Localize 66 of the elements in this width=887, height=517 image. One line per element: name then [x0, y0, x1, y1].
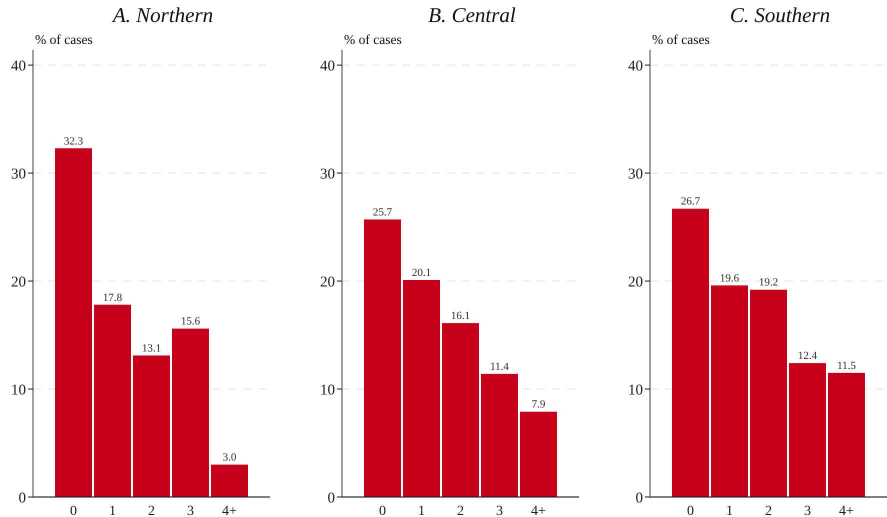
data-label: 3.0: [222, 452, 237, 464]
bar: [789, 363, 826, 497]
y-tick-label: 10: [628, 382, 643, 398]
x-tick-label: 1: [418, 504, 425, 517]
data-label: 11.5: [837, 360, 856, 372]
y-tick-label: 0: [18, 490, 26, 506]
bar: [133, 356, 170, 497]
y-tick-label: 40: [11, 58, 26, 74]
x-tick-label: 4+: [531, 504, 546, 517]
x-tick-label: 0: [379, 504, 386, 517]
chart-title: B. Central: [427, 3, 517, 28]
bar: [55, 148, 92, 497]
x-tick-label: 3: [804, 504, 811, 517]
data-label: 19.6: [720, 272, 740, 284]
bar: [672, 208, 709, 497]
bar: [403, 280, 440, 497]
x-tick-label: 1: [109, 504, 116, 517]
data-label: 11.4: [490, 360, 510, 373]
bar: [364, 220, 401, 497]
data-label: 12.4: [798, 350, 818, 362]
y-axis-title: % of cases: [652, 32, 710, 48]
y-tick-label: 10: [11, 382, 26, 398]
x-tick-label: 4+: [222, 504, 238, 517]
data-label: 26.7: [680, 196, 701, 208]
bar: [172, 328, 209, 497]
data-label: 7.9: [532, 398, 546, 411]
x-tick-label: 2: [765, 504, 772, 517]
y-tick-label: 20: [11, 274, 26, 290]
data-label: 32.3: [64, 135, 84, 148]
bar: [828, 372, 865, 497]
bar: [520, 412, 557, 497]
y-tick-label: 20: [628, 274, 643, 290]
bar: [442, 323, 479, 497]
bar: [211, 464, 248, 497]
bar: [711, 285, 748, 497]
y-tick-label: 0: [636, 490, 643, 506]
x-tick-label: 4+: [839, 504, 854, 517]
data-label: 16.1: [450, 310, 470, 322]
data-label: 19.2: [758, 276, 778, 289]
y-tick-label: 20: [320, 274, 335, 290]
bar: [750, 290, 787, 497]
x-tick-label: 3: [496, 504, 503, 517]
y-tick-label: 30: [11, 166, 26, 182]
data-label: 25.7: [372, 206, 393, 219]
data-label: 13.1: [142, 342, 162, 355]
x-tick-label: 0: [687, 504, 694, 517]
y-axis-title: % of cases: [35, 32, 93, 48]
x-tick-label: 1: [726, 504, 733, 517]
y-tick-label: 10: [320, 382, 335, 398]
chart-title: A. Northern: [110, 3, 214, 28]
y-tick-label: 0: [328, 490, 335, 506]
x-tick-label: 2: [457, 504, 464, 517]
x-tick-label: 3: [187, 504, 194, 517]
x-tick-label: 0: [70, 504, 77, 517]
y-tick-label: 40: [320, 58, 335, 74]
y-tick-label: 30: [320, 166, 335, 182]
chart-title: C. Southern: [728, 3, 832, 28]
bar: [94, 304, 131, 497]
data-label: 17.8: [102, 292, 123, 304]
y-tick-label: 40: [628, 58, 643, 74]
data-label: 20.1: [412, 266, 432, 279]
x-tick-label: 2: [148, 504, 155, 517]
bar: [481, 374, 518, 497]
y-axis-title: % of cases: [344, 32, 402, 48]
data-label: 15.6: [180, 316, 201, 328]
y-tick-label: 30: [628, 166, 643, 182]
